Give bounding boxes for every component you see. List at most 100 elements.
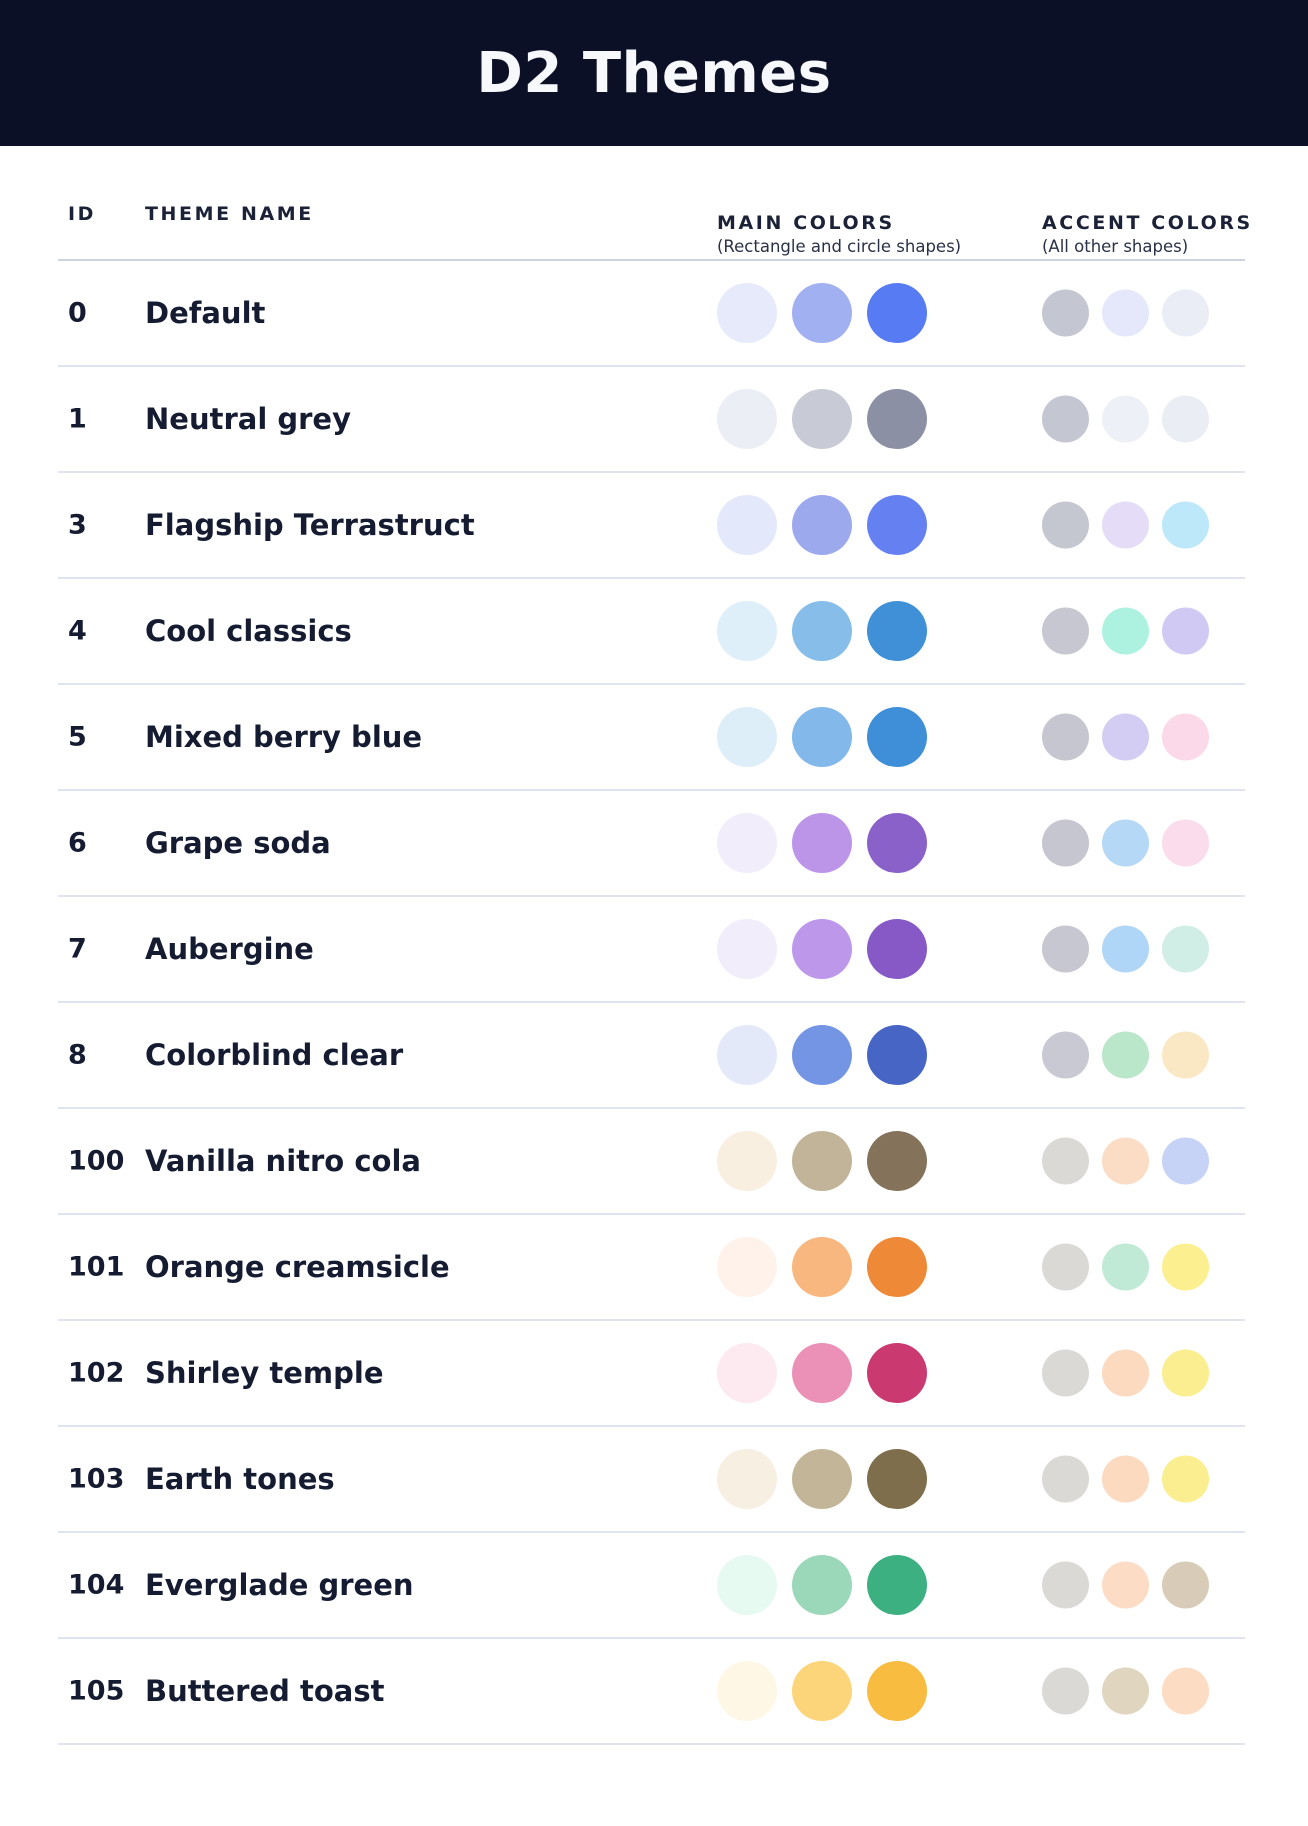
accent-color-swatch	[1042, 289, 1089, 337]
theme-name: Shirley temple	[145, 1356, 384, 1390]
main-color-swatch	[867, 1131, 927, 1191]
accent-color-swatch	[1042, 1137, 1089, 1185]
main-color-swatch	[792, 389, 852, 449]
main-color-swatches	[717, 389, 927, 449]
main-color-swatch	[717, 707, 777, 767]
theme-id: 105	[68, 1675, 125, 1707]
accent-color-swatch	[1042, 607, 1089, 655]
theme-name: Cool classics	[145, 614, 352, 648]
theme-row: 8 Colorblind clear	[58, 1003, 1245, 1109]
accent-color-swatch	[1162, 1137, 1209, 1185]
accent-color-swatch	[1042, 819, 1089, 867]
theme-row: 4 Cool classics	[58, 579, 1245, 685]
accent-color-swatch	[1162, 925, 1209, 973]
main-color-swatches	[717, 1661, 927, 1721]
theme-name: Neutral grey	[145, 402, 351, 436]
main-color-swatch	[792, 813, 852, 873]
main-color-swatch	[867, 1555, 927, 1615]
main-color-swatch	[792, 1025, 852, 1085]
accent-color-swatch	[1102, 1561, 1149, 1609]
themes-table: ID THEME NAME MAIN COLORS (Rectangle and…	[58, 146, 1250, 1745]
theme-id: 5	[68, 721, 87, 753]
accent-color-swatch	[1162, 819, 1209, 867]
table-body: 0 Default 1 Neutral grey 3 Flagship Terr…	[58, 261, 1245, 1745]
accent-color-swatch	[1042, 1243, 1089, 1291]
accent-color-swatches	[1042, 289, 1209, 337]
main-color-swatch	[717, 601, 777, 661]
main-color-swatch	[867, 495, 927, 555]
theme-id: 103	[68, 1463, 125, 1495]
accent-color-swatch	[1102, 289, 1149, 337]
main-color-swatch	[792, 283, 852, 343]
accent-color-swatch	[1102, 1243, 1149, 1291]
accent-color-swatch	[1102, 925, 1149, 973]
accent-color-swatch	[1042, 1031, 1089, 1079]
main-color-swatch	[792, 1661, 852, 1721]
accent-color-swatches	[1042, 1561, 1209, 1609]
main-color-swatch	[792, 1237, 852, 1297]
table-header-row: ID THEME NAME MAIN COLORS (Rectangle and…	[58, 146, 1250, 261]
main-color-swatch	[792, 1555, 852, 1615]
theme-row: 100 Vanilla nitro cola	[58, 1109, 1245, 1215]
main-color-swatch	[867, 1449, 927, 1509]
main-color-swatch	[792, 919, 852, 979]
theme-row: 105 Buttered toast	[58, 1639, 1245, 1745]
accent-color-swatch	[1162, 1667, 1209, 1715]
main-color-swatch	[867, 389, 927, 449]
accent-color-swatch	[1042, 501, 1089, 549]
accent-color-swatch	[1102, 713, 1149, 761]
accent-color-swatch	[1102, 607, 1149, 655]
theme-name: Buttered toast	[145, 1674, 385, 1708]
accent-color-swatches	[1042, 1031, 1209, 1079]
main-color-swatch	[792, 1343, 852, 1403]
accent-color-swatch	[1162, 1455, 1209, 1503]
page-title: D2 Themes	[476, 40, 832, 106]
column-header-main-colors: MAIN COLORS	[717, 212, 895, 234]
main-color-swatch	[717, 1025, 777, 1085]
main-color-swatches	[717, 1449, 927, 1509]
accent-color-swatch	[1162, 289, 1209, 337]
theme-name: Aubergine	[145, 932, 314, 966]
accent-color-swatch	[1162, 1031, 1209, 1079]
theme-row: 103 Earth tones	[58, 1427, 1245, 1533]
theme-row: 0 Default	[58, 261, 1245, 367]
theme-row: 1 Neutral grey	[58, 367, 1245, 473]
accent-color-swatches	[1042, 1137, 1209, 1185]
main-color-swatch	[867, 813, 927, 873]
theme-id: 104	[68, 1569, 125, 1601]
theme-row: 5 Mixed berry blue	[58, 685, 1245, 791]
accent-color-swatch	[1162, 1349, 1209, 1397]
accent-color-swatch	[1102, 501, 1149, 549]
column-header-accent-colors: ACCENT COLORS	[1042, 212, 1253, 234]
theme-id: 8	[68, 1039, 87, 1071]
main-color-swatches	[717, 1131, 927, 1191]
main-color-swatch	[717, 389, 777, 449]
main-color-swatch	[867, 1025, 927, 1085]
main-color-swatches	[717, 601, 927, 661]
theme-row: 7 Aubergine	[58, 897, 1245, 1003]
main-color-swatch	[867, 707, 927, 767]
main-color-swatch	[717, 919, 777, 979]
main-color-swatch	[792, 1131, 852, 1191]
accent-color-swatches	[1042, 1349, 1209, 1397]
accent-color-swatch	[1102, 1349, 1149, 1397]
theme-name: Flagship Terrastruct	[145, 508, 475, 542]
main-color-swatches	[717, 813, 927, 873]
accent-color-swatches	[1042, 1667, 1209, 1715]
column-header-accent-colors-group: ACCENT COLORS (All other shapes)	[1042, 212, 1253, 256]
main-color-swatch	[792, 495, 852, 555]
accent-color-swatch	[1162, 607, 1209, 655]
theme-row: 3 Flagship Terrastruct	[58, 473, 1245, 579]
theme-name: Grape soda	[145, 826, 331, 860]
main-color-swatch	[792, 601, 852, 661]
main-color-swatch	[867, 283, 927, 343]
main-color-swatch	[717, 1449, 777, 1509]
main-color-swatches	[717, 707, 927, 767]
accent-color-swatch	[1042, 395, 1089, 443]
column-header-main-colors-group: MAIN COLORS (Rectangle and circle shapes…	[717, 212, 961, 256]
accent-color-swatch	[1102, 395, 1149, 443]
main-color-swatch	[867, 1661, 927, 1721]
accent-color-swatches	[1042, 925, 1209, 973]
column-header-id: ID	[68, 203, 97, 225]
accent-color-swatch	[1042, 1561, 1089, 1609]
